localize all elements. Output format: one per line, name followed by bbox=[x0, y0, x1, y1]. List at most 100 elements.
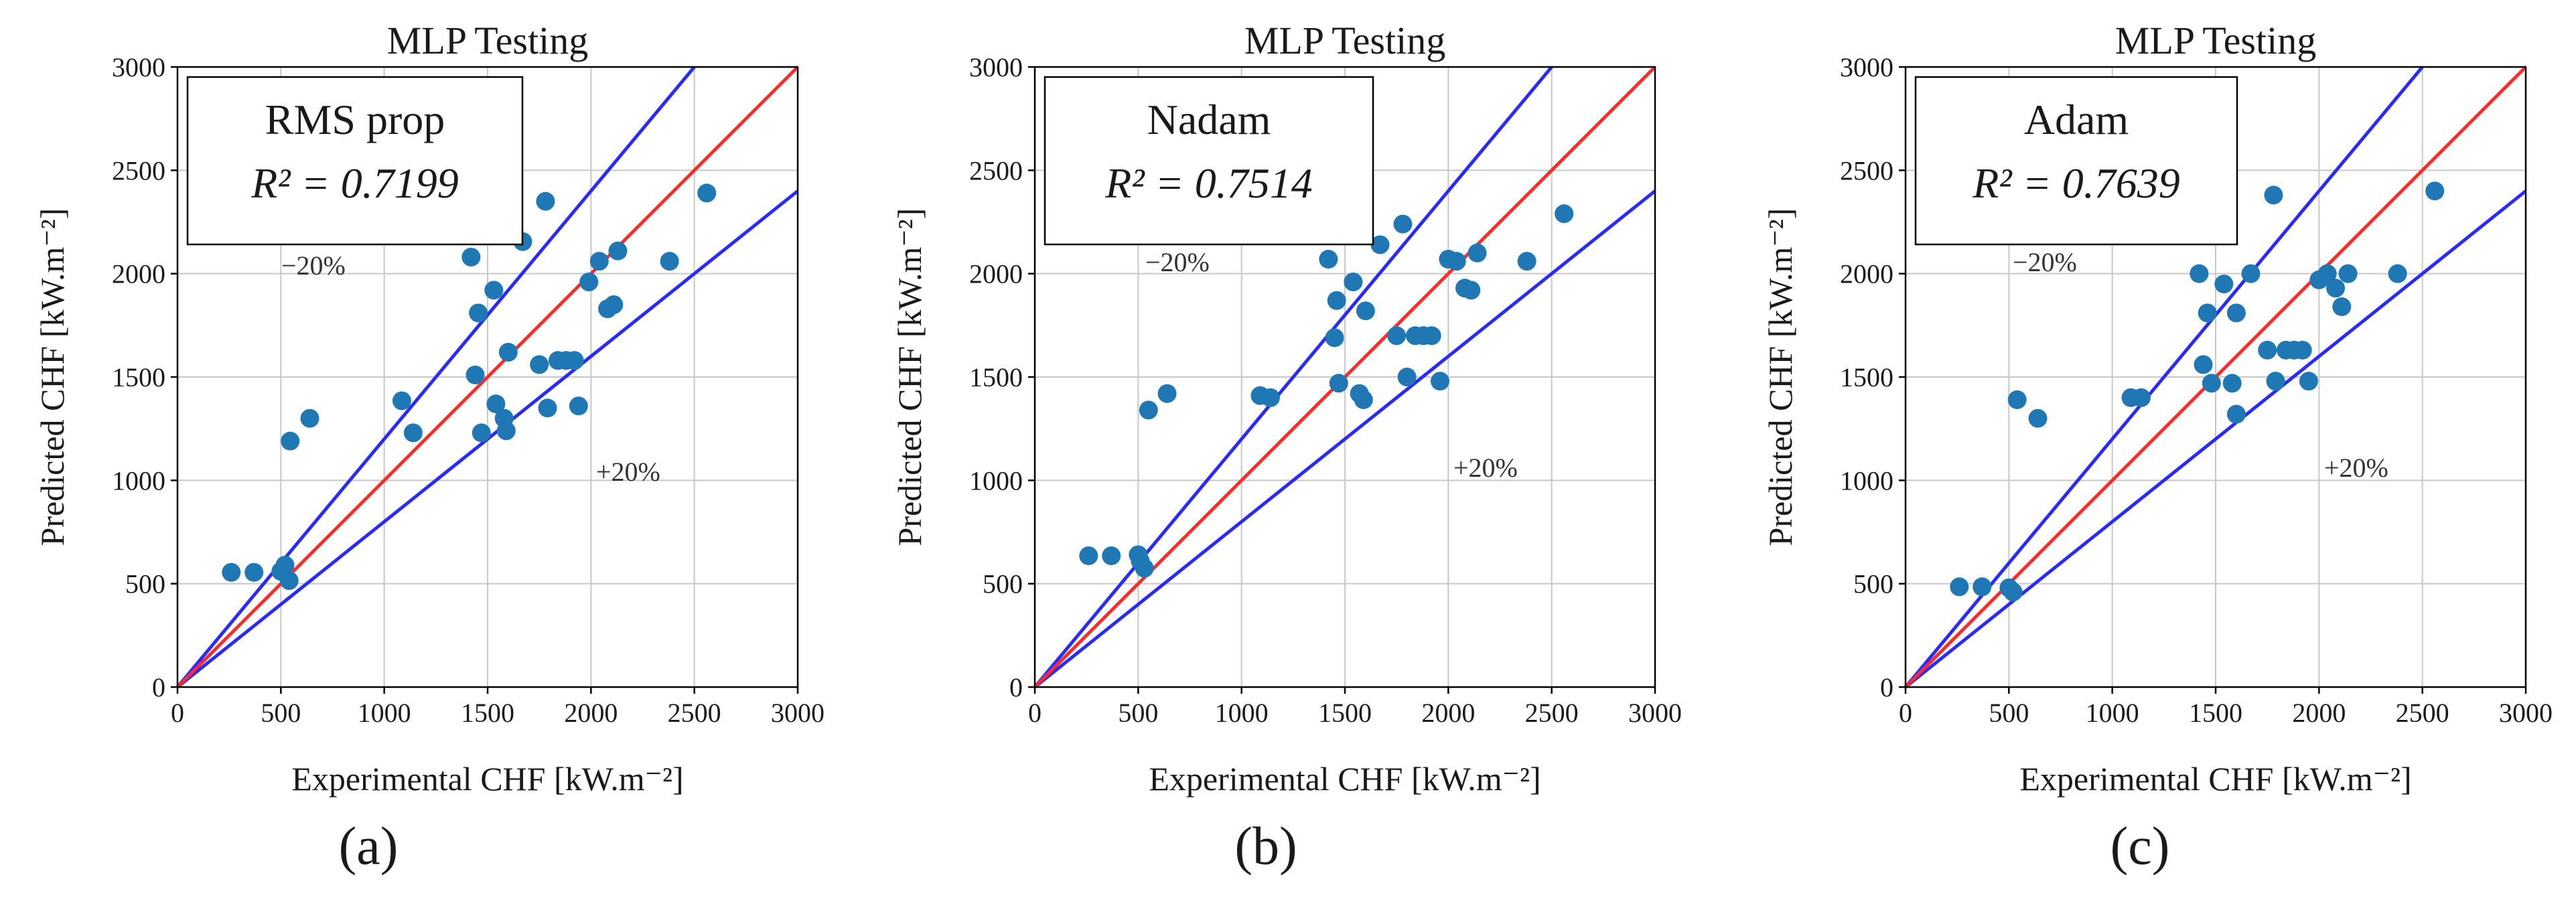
data-point bbox=[1973, 577, 1992, 597]
data-point bbox=[1102, 546, 1121, 565]
panel-caption: (b) bbox=[1234, 817, 1297, 876]
data-point bbox=[486, 394, 506, 414]
axes: 0 500 1000 1500 2000 2500 3000 0 500 1000 1500 2000… bbox=[112, 52, 825, 728]
model-name: Adam bbox=[2024, 96, 2129, 143]
x-axis-label: Experimental CHF [kW.m⁻²] bbox=[2019, 760, 2411, 798]
data-point bbox=[469, 303, 488, 323]
model-name: RMS prop bbox=[265, 96, 445, 143]
x-tick-label: 1500 bbox=[1318, 698, 1372, 728]
plus20-label: +20% bbox=[2324, 453, 2388, 483]
data-point bbox=[608, 241, 628, 260]
data-point bbox=[1135, 558, 1154, 578]
chart-title: MLP Testing bbox=[387, 19, 588, 62]
y-tick-label: 1500 bbox=[969, 362, 1023, 392]
x-tick-label: 1000 bbox=[358, 698, 411, 728]
y-tick-label: 0 bbox=[152, 672, 165, 702]
scatter-points bbox=[1950, 181, 2445, 602]
plus20-line bbox=[1033, 190, 1656, 688]
data-point bbox=[1354, 390, 1373, 409]
y-tick-label: 500 bbox=[983, 569, 1023, 599]
data-point bbox=[569, 396, 588, 416]
x-axis-label: Experimental CHF [kW.m⁻²] bbox=[291, 760, 683, 798]
y-tick-label: 500 bbox=[125, 569, 165, 599]
x-tick-label: 1000 bbox=[2086, 698, 2139, 728]
y-tick-label: 0 bbox=[1880, 672, 1893, 702]
x-tick-label: 2500 bbox=[2396, 698, 2449, 728]
scatter-points bbox=[222, 183, 717, 591]
legend-frame bbox=[1044, 76, 1374, 246]
minus20-line bbox=[1904, 66, 2424, 688]
data-point bbox=[2003, 583, 2023, 602]
data-point bbox=[279, 571, 299, 591]
plus20-label: +20% bbox=[596, 457, 660, 487]
y-tick-label: 2000 bbox=[1840, 259, 1893, 289]
data-point bbox=[2190, 264, 2209, 283]
x-tick-label: 2000 bbox=[2292, 698, 2346, 728]
data-point bbox=[275, 555, 295, 575]
plus20-label: +20% bbox=[1453, 453, 1518, 483]
x-tick-label: 0 bbox=[1899, 698, 1912, 728]
chart-title: MLP Testing bbox=[2115, 19, 2316, 62]
chart-panel-a: MLP Testing 0 500 1000 1500 2000 2500 3000 0 500… bbox=[33, 19, 825, 876]
x-tick-label: 2500 bbox=[1525, 698, 1579, 728]
x-tick-label: 500 bbox=[261, 698, 301, 728]
legend-frame bbox=[186, 76, 524, 246]
data-point bbox=[1468, 243, 1487, 263]
y-tick-label: 3000 bbox=[1840, 52, 1893, 82]
y-tick-label: 1000 bbox=[1840, 465, 1893, 496]
data-point bbox=[2332, 297, 2352, 317]
x-tick-label: 1000 bbox=[1215, 698, 1269, 728]
panel-caption: (c) bbox=[2110, 817, 2170, 876]
data-point bbox=[2028, 408, 2048, 428]
y-tick-label: 1500 bbox=[112, 362, 165, 392]
minus20-label: −20% bbox=[1145, 247, 1210, 277]
y-axis-label: Predicted CHF [kW.m⁻²] bbox=[1762, 208, 1799, 546]
data-point bbox=[2338, 264, 2358, 283]
plus20-line bbox=[1904, 190, 2527, 688]
data-point bbox=[530, 355, 549, 374]
data-point bbox=[2266, 372, 2285, 391]
data-point bbox=[2264, 185, 2283, 205]
y-tick-label: 0 bbox=[1009, 672, 1023, 702]
data-point bbox=[1461, 281, 1481, 300]
data-point bbox=[1356, 301, 1375, 321]
data-point bbox=[1387, 326, 1407, 346]
data-point bbox=[2317, 264, 2337, 283]
y-tick-label: 2500 bbox=[1840, 155, 1893, 185]
x-tick-label: 500 bbox=[1118, 698, 1158, 728]
minus20-line bbox=[176, 66, 696, 688]
data-point bbox=[496, 421, 516, 441]
y-tick-label: 2000 bbox=[969, 259, 1023, 289]
data-point bbox=[1329, 374, 1348, 393]
data-point bbox=[2226, 303, 2246, 323]
chart-title: MLP Testing bbox=[1244, 19, 1445, 62]
data-point bbox=[565, 351, 584, 370]
y-tick-label: 1500 bbox=[1840, 362, 1893, 392]
data-point bbox=[589, 252, 609, 271]
x-tick-label: 3000 bbox=[1628, 698, 1682, 728]
data-point bbox=[392, 391, 411, 410]
data-point bbox=[244, 563, 264, 582]
data-point bbox=[2293, 340, 2312, 360]
y-axis-label: Predicted CHF [kW.m⁻²] bbox=[891, 208, 928, 546]
data-point bbox=[300, 408, 319, 428]
x-tick-label: 2000 bbox=[1421, 698, 1475, 728]
data-point bbox=[1447, 252, 1466, 271]
data-point bbox=[461, 247, 481, 267]
data-point bbox=[2194, 355, 2213, 374]
data-point bbox=[2222, 374, 2242, 393]
axes: 0 500 1000 1500 2000 2500 3000 0 500 1000 1500 2000… bbox=[969, 52, 1682, 728]
data-point bbox=[472, 423, 491, 443]
data-point bbox=[466, 365, 485, 384]
data-point bbox=[281, 431, 300, 451]
minus20-label: −20% bbox=[281, 250, 346, 281]
data-point bbox=[2258, 340, 2277, 360]
legend-box: RMS prop R² = 0.7199 bbox=[186, 76, 524, 246]
data-point bbox=[1319, 250, 1338, 269]
chart-panel-b: MLP Testing 0 500 1000 1500 2000 2500 3000 0 500… bbox=[891, 19, 1682, 876]
data-point bbox=[1327, 291, 1346, 310]
data-point bbox=[536, 192, 555, 211]
r2-value: R² = 0.7199 bbox=[251, 159, 458, 207]
y-tick-label: 1000 bbox=[969, 465, 1023, 496]
data-point bbox=[1422, 326, 1441, 346]
